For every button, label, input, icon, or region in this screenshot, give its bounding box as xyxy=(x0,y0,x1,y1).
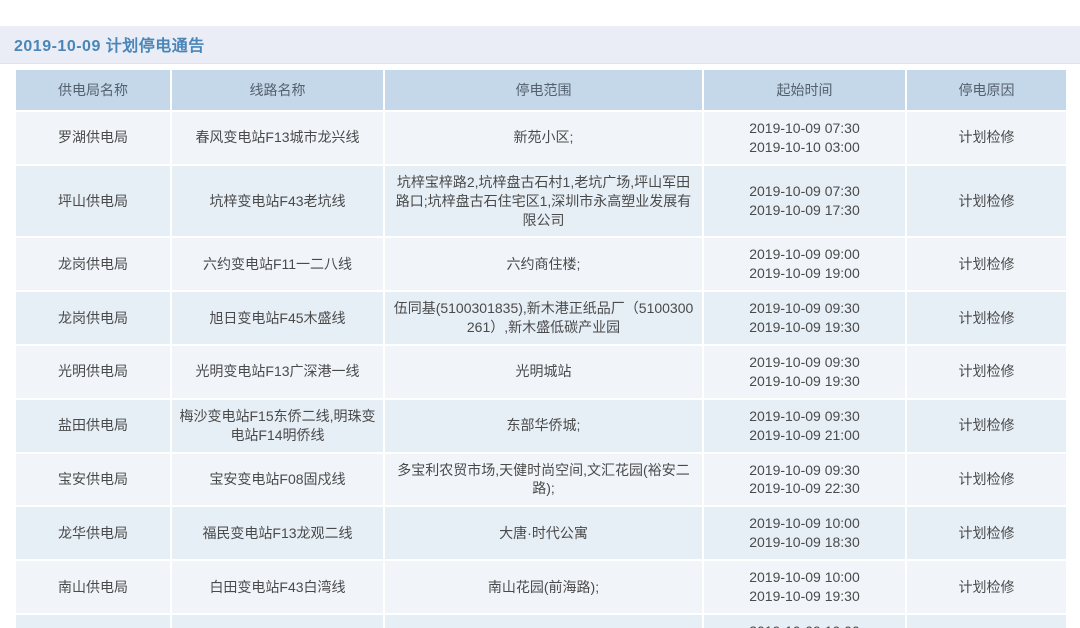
table-header: 供电局名称 线路名称 停电范围 起始时间 停电原因 xyxy=(14,68,1068,112)
cell-time: 2019-10-09 09:00 2019-10-09 19:00 xyxy=(702,236,907,293)
cell-line: 六约变电站F11一二八线 xyxy=(170,236,385,293)
cell-reason: 计划检修 xyxy=(905,236,1068,293)
end-time: 2019-10-09 19:00 xyxy=(749,265,860,282)
start-time: 2019-10-09 09:30 xyxy=(749,300,860,317)
cell-scope: 云峰花园; xyxy=(383,612,704,628)
cell-scope: 多宝利农贸市场,天健时尚空间,文汇花园(裕安二路); xyxy=(383,451,704,508)
cell-reason: 计划检修 xyxy=(905,612,1068,628)
cell-bureau: 龙岗供电局 xyxy=(14,236,172,293)
table-row: 南山供电局 白田变电站F43白湾线 南山花园(前海路); 2019-10-09 … xyxy=(14,559,1068,615)
cell-scope: 光明城站 xyxy=(383,344,704,400)
end-time: 2019-10-09 19:30 xyxy=(749,372,860,389)
col-header-reason: 停电原因 xyxy=(905,68,1068,112)
cell-time: 2019-10-09 10:00 2019-10-10 05:00 xyxy=(702,612,907,628)
cell-time: 2019-10-09 09:30 2019-10-09 19:30 xyxy=(702,290,907,347)
cell-line: 坑梓变电站F43老坑线 xyxy=(170,163,385,239)
cell-bureau: 龙华供电局 xyxy=(14,505,172,562)
table-row: 龙岗供电局 旭日变电站F45木盛线 伍同基(5100301835),新木港正纸品… xyxy=(14,290,1068,347)
table-row: 龙岗供电局 六约变电站F11一二八线 六约商住楼; 2019-10-09 09:… xyxy=(14,236,1068,293)
start-time: 2019-10-09 07:30 xyxy=(749,183,860,200)
cell-line: 白田变电站F43白湾线 xyxy=(170,559,385,615)
outage-table-wrap: 供电局名称 线路名称 停电范围 起始时间 停电原因 罗湖供电局 春风变电站F13… xyxy=(14,68,1068,628)
start-time: 2019-10-09 09:30 xyxy=(749,461,860,478)
cell-bureau: 光明供电局 xyxy=(14,344,172,400)
cell-reason: 计划检修 xyxy=(905,163,1068,239)
cell-bureau: 盐田供电局 xyxy=(14,397,172,454)
end-time: 2019-10-09 17:30 xyxy=(749,202,860,219)
start-time: 2019-10-09 09:30 xyxy=(749,354,860,371)
table-row: 罗湖供电局 春风变电站F13城市龙兴线 新苑小区; 2019-10-09 07:… xyxy=(14,110,1068,166)
header-row: 供电局名称 线路名称 停电范围 起始时间 停电原因 xyxy=(14,68,1068,112)
col-header-scope: 停电范围 xyxy=(383,68,704,112)
cell-scope: 伍同基(5100301835),新木港正纸品厂（5100300261）,新木盛低… xyxy=(383,290,704,347)
cell-reason: 计划检修 xyxy=(905,451,1068,508)
cell-reason: 计划检修 xyxy=(905,559,1068,615)
cell-scope: 大唐·时代公寓 xyxy=(383,505,704,562)
cell-line: 宝安变电站F08固戍线 xyxy=(170,451,385,508)
cell-time: 2019-10-09 09:30 2019-10-09 19:30 xyxy=(702,344,907,400)
cell-bureau: 坪山供电局 xyxy=(14,163,172,239)
end-time: 2019-10-09 19:30 xyxy=(749,319,860,336)
col-header-time: 起始时间 xyxy=(702,68,907,112)
cell-bureau: 宝安供电局 xyxy=(14,451,172,508)
cell-bureau: 龙岗供电局 xyxy=(14,290,172,347)
cell-reason: 计划检修 xyxy=(905,397,1068,454)
end-time: 2019-10-09 19:30 xyxy=(749,588,860,605)
start-time: 2019-10-09 07:30 xyxy=(749,120,860,136)
cell-scope: 新苑小区; xyxy=(383,110,704,166)
cell-time: 2019-10-09 10:00 2019-10-09 19:30 xyxy=(702,559,907,615)
cell-time: 2019-10-09 09:30 2019-10-09 22:30 xyxy=(702,451,907,508)
table-row: 龙华供电局 福民变电站F13龙观二线 大唐·时代公寓 2019-10-09 10… xyxy=(14,505,1068,562)
end-time: 2019-10-10 03:00 xyxy=(749,138,860,155)
start-time: 2019-10-09 10:00 xyxy=(710,622,899,628)
start-time: 2019-10-09 09:30 xyxy=(749,407,860,424)
cell-scope: 六约商住楼; xyxy=(383,236,704,293)
cell-reason: 计划检修 xyxy=(905,110,1068,166)
table-row: 盐田供电局 梅沙变电站F15东侨二线,明珠变电站F14明侨线 东部华侨城; 20… xyxy=(14,397,1068,454)
page-title: 2019-10-09 计划停电通告 xyxy=(14,38,205,55)
table-row: 罗湖供电局 春风变电站F22阳光组网线 云峰花园; 2019-10-09 10:… xyxy=(14,612,1068,628)
cell-reason: 计划检修 xyxy=(905,344,1068,400)
cell-bureau: 罗湖供电局 xyxy=(14,110,172,166)
start-time: 2019-10-09 09:00 xyxy=(749,246,860,263)
end-time: 2019-10-09 18:30 xyxy=(749,534,860,551)
table-row: 坪山供电局 坑梓变电站F43老坑线 坑梓宝梓路2,坑梓盘古石村1,老坑广场,坪山… xyxy=(14,163,1068,239)
table-body: 罗湖供电局 春风变电站F13城市龙兴线 新苑小区; 2019-10-09 07:… xyxy=(14,110,1068,628)
end-time: 2019-10-09 21:00 xyxy=(749,426,860,443)
col-header-bureau: 供电局名称 xyxy=(14,68,172,112)
cell-line: 光明变电站F13广深港一线 xyxy=(170,344,385,400)
start-time: 2019-10-09 10:00 xyxy=(749,569,860,586)
cell-time: 2019-10-09 10:00 2019-10-09 18:30 xyxy=(702,505,907,562)
start-time: 2019-10-09 10:00 xyxy=(749,515,860,532)
cell-line: 春风变电站F22阳光组网线 xyxy=(170,612,385,628)
notice-title-bar: 2019-10-09 计划停电通告 xyxy=(0,26,1080,64)
col-header-line: 线路名称 xyxy=(170,68,385,112)
cell-time: 2019-10-09 07:30 2019-10-10 03:00 xyxy=(702,110,907,166)
cell-bureau: 南山供电局 xyxy=(14,559,172,615)
outage-notice-page: 2019-10-09 计划停电通告 供电局名称 线路名称 停电范围 起始时间 停… xyxy=(0,26,1080,628)
outage-table: 供电局名称 线路名称 停电范围 起始时间 停电原因 罗湖供电局 春风变电站F13… xyxy=(14,68,1068,628)
end-time: 2019-10-09 22:30 xyxy=(749,480,860,497)
cell-time: 2019-10-09 07:30 2019-10-09 17:30 xyxy=(702,163,907,239)
table-row: 宝安供电局 宝安变电站F08固戍线 多宝利农贸市场,天健时尚空间,文汇花园(裕安… xyxy=(14,451,1068,508)
cell-reason: 计划检修 xyxy=(905,505,1068,562)
table-row: 光明供电局 光明变电站F13广深港一线 光明城站 2019-10-09 09:3… xyxy=(14,344,1068,400)
cell-line: 春风变电站F13城市龙兴线 xyxy=(170,110,385,166)
cell-scope: 东部华侨城; xyxy=(383,397,704,454)
cell-scope: 坑梓宝梓路2,坑梓盘古石村1,老坑广场,坪山军田路口;坑梓盘古石住宅区1,深圳市… xyxy=(383,163,704,239)
cell-time: 2019-10-09 09:30 2019-10-09 21:00 xyxy=(702,397,907,454)
cell-reason: 计划检修 xyxy=(905,290,1068,347)
cell-scope: 南山花园(前海路); xyxy=(383,559,704,615)
cell-line: 梅沙变电站F15东侨二线,明珠变电站F14明侨线 xyxy=(170,397,385,454)
cell-line: 福民变电站F13龙观二线 xyxy=(170,505,385,562)
cell-line: 旭日变电站F45木盛线 xyxy=(170,290,385,347)
cell-bureau: 罗湖供电局 xyxy=(14,612,172,628)
